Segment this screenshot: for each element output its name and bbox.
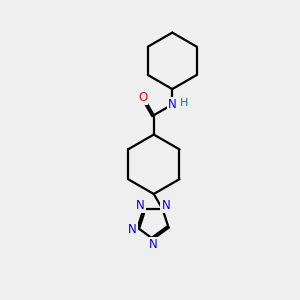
Text: N: N: [136, 199, 145, 212]
Text: N: N: [149, 238, 158, 251]
Text: N: N: [168, 98, 177, 111]
Text: O: O: [138, 91, 147, 104]
Text: N: N: [128, 223, 137, 236]
Text: H: H: [179, 98, 188, 108]
Text: N: N: [161, 199, 170, 212]
